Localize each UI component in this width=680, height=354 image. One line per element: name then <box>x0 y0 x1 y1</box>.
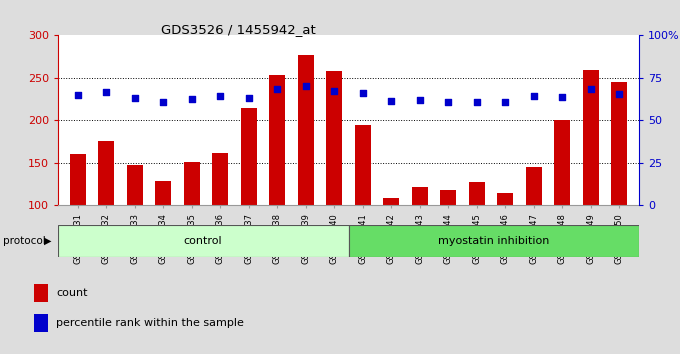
Bar <box>34 314 48 332</box>
Bar <box>497 193 513 205</box>
Point <box>301 84 311 89</box>
Bar <box>127 165 143 205</box>
Text: myostatin inhibition: myostatin inhibition <box>438 236 549 246</box>
Point <box>585 86 596 92</box>
Point <box>471 99 482 104</box>
Bar <box>298 55 313 205</box>
Point <box>158 99 169 104</box>
Point <box>557 94 568 99</box>
Point <box>101 90 112 95</box>
Bar <box>326 71 342 205</box>
Bar <box>58 225 348 257</box>
Point <box>357 90 368 96</box>
Bar <box>554 120 570 205</box>
Point <box>386 98 396 104</box>
Bar <box>412 188 428 205</box>
Text: percentile rank within the sample: percentile rank within the sample <box>56 318 244 328</box>
Bar <box>469 182 485 205</box>
Bar <box>526 167 541 205</box>
Point <box>414 97 425 103</box>
Point <box>243 96 254 101</box>
Bar <box>34 284 48 302</box>
Text: protocol: protocol <box>3 236 46 246</box>
Point <box>500 99 511 104</box>
Bar <box>441 190 456 205</box>
Bar <box>241 108 256 205</box>
Bar <box>355 125 371 205</box>
Bar <box>611 82 627 205</box>
Text: ▶: ▶ <box>44 236 51 246</box>
Bar <box>99 141 114 205</box>
Bar <box>70 154 86 205</box>
Bar <box>156 181 171 205</box>
Text: count: count <box>56 288 88 298</box>
Point <box>528 93 539 98</box>
Text: GDS3526 / 1455942_at: GDS3526 / 1455942_at <box>160 23 316 36</box>
Point <box>329 88 340 94</box>
Point <box>129 96 140 101</box>
Point <box>72 92 83 98</box>
Bar <box>184 162 200 205</box>
Point <box>215 93 226 98</box>
Point <box>272 86 283 92</box>
Bar <box>269 75 285 205</box>
Text: control: control <box>184 236 222 246</box>
Bar <box>384 198 399 205</box>
Bar <box>348 225 639 257</box>
Point <box>614 91 625 97</box>
Bar <box>212 154 228 205</box>
Point <box>443 99 454 104</box>
Point <box>186 96 197 102</box>
Bar <box>583 70 598 205</box>
